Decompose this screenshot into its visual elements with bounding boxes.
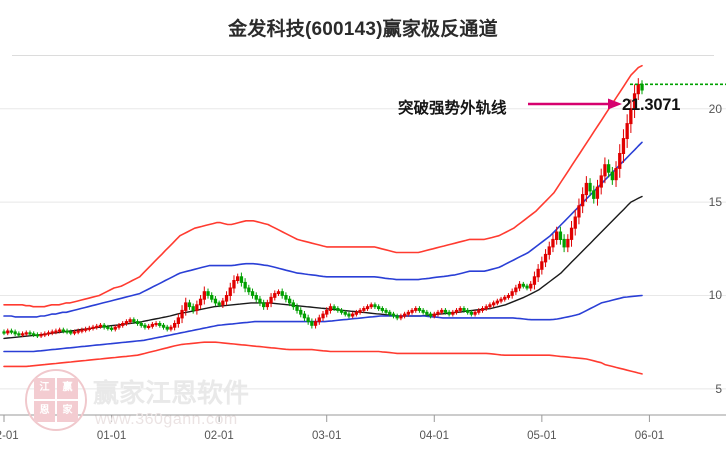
x-axis-tick: 05-01 [527, 430, 557, 442]
x-axis-tick: 12-01 [0, 430, 19, 442]
page-title: 金发科技(600143)赢家极反通道 [228, 19, 498, 40]
y-axis-tick: 20 [708, 101, 722, 116]
y-axis-tick: 10 [708, 288, 722, 303]
x-axis-tick: 03-01 [311, 430, 342, 442]
title-divider [12, 55, 714, 56]
y-axis-tick: 15 [708, 195, 722, 210]
annotation-label: 突破强势外轨线 [398, 100, 507, 117]
chart-plot-area [0, 56, 726, 422]
x-axis-tick: 04-01 [419, 430, 449, 442]
y-axis-tick: 5 [715, 381, 722, 396]
x-axis-tick: 02-01 [204, 430, 234, 442]
current-price-tag: 21.3071 [622, 96, 681, 114]
x-axis-tick: 06-01 [634, 430, 665, 442]
x-axis-tick: 01-01 [96, 430, 127, 442]
chart-canvas [0, 64, 726, 422]
